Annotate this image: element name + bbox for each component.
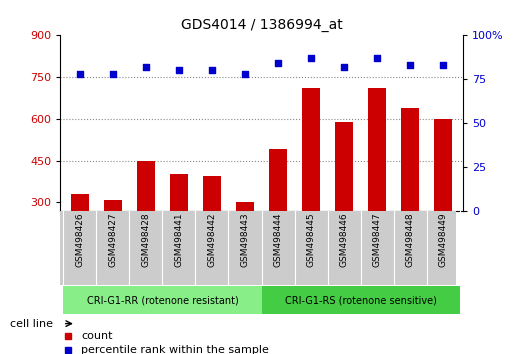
Point [439,62,447,68]
Point [142,64,150,70]
Bar [401,108,419,211]
Text: GSM498442: GSM498442 [208,213,217,267]
Point [241,71,249,77]
Text: GSM498448: GSM498448 [405,213,415,268]
Text: CRI-G1-RS (rotenone sensitive): CRI-G1-RS (rotenone sensitive) [285,295,437,305]
Point [109,71,117,77]
Text: GSM498441: GSM498441 [175,213,184,268]
Text: percentile rank within the sample: percentile rank within the sample [81,345,269,354]
Bar [434,119,452,211]
Point [406,62,414,68]
Point [340,64,348,70]
Text: GSM498428: GSM498428 [141,213,151,268]
Text: GSM498443: GSM498443 [241,213,249,268]
Bar [368,88,386,211]
Point [373,55,381,61]
Text: GDS4014 / 1386994_at: GDS4014 / 1386994_at [180,18,343,32]
Text: count: count [81,331,112,342]
Text: GSM498426: GSM498426 [75,213,84,268]
Bar [335,122,353,211]
Text: GSM498446: GSM498446 [339,213,348,268]
Point [307,55,315,61]
Bar [170,175,188,211]
Point [274,61,282,66]
Bar [203,176,221,211]
Bar [302,88,320,211]
Text: cell line: cell line [10,319,53,329]
Bar [137,161,155,211]
Text: GSM498449: GSM498449 [439,213,448,268]
Text: GSM498447: GSM498447 [372,213,382,268]
Text: GSM498445: GSM498445 [306,213,315,268]
Bar [236,202,254,211]
Text: GSM498444: GSM498444 [274,213,282,267]
Bar [104,200,122,211]
Bar [63,286,262,314]
Text: GSM498427: GSM498427 [108,213,118,268]
Bar [269,149,287,211]
Bar [71,194,89,211]
Text: CRI-G1-RR (rotenone resistant): CRI-G1-RR (rotenone resistant) [87,295,238,305]
Point [208,68,216,73]
Bar [262,286,460,314]
Point [76,71,84,77]
Point [175,68,183,73]
